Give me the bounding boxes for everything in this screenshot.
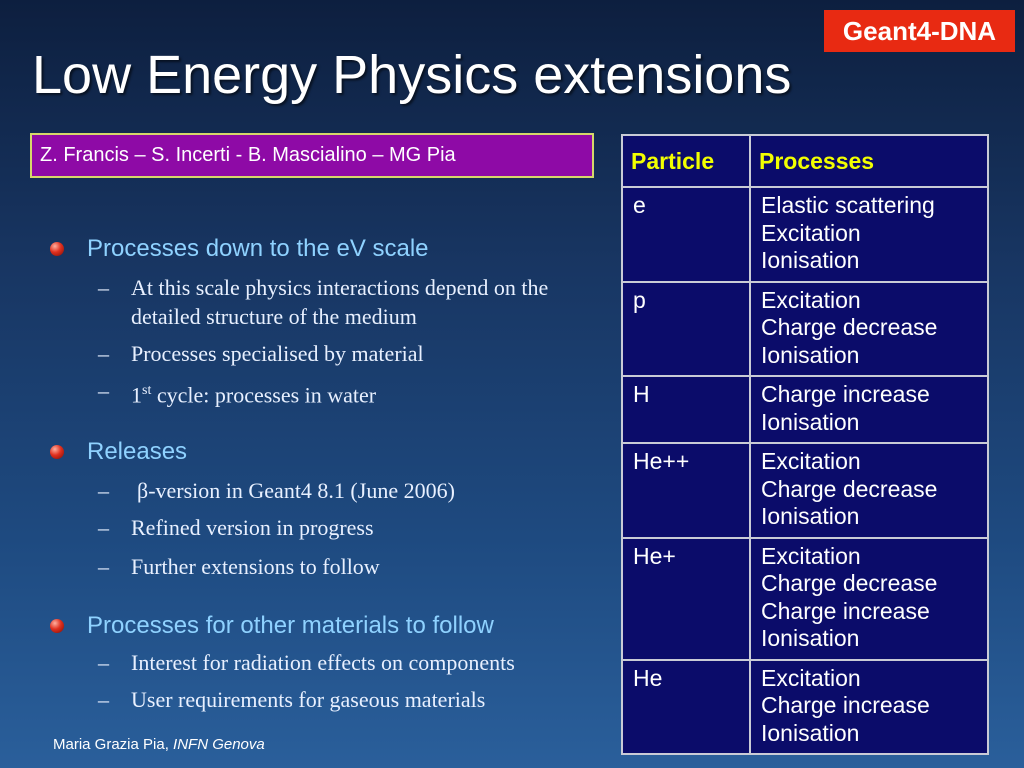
superscript: st	[142, 383, 152, 398]
sub-item: – At this scale physics interactions depe…	[50, 273, 605, 331]
footer-author: Maria Grazia Pia,	[53, 736, 174, 753]
particle-cell: He++	[621, 442, 751, 539]
processes-cell: Excitation Charge decrease Ionisation	[749, 280, 989, 377]
process-item: Charge decrease	[761, 570, 938, 596]
table-row: H Charge increase Ionisation	[621, 375, 989, 444]
dash-icon: –	[98, 554, 109, 579]
sub-item: – Processes specialised by material	[50, 339, 605, 368]
section-heading-text: Releases	[87, 438, 188, 465]
section-heading: Processes down to the eV scale	[50, 234, 605, 264]
sub-item-text: β-version in Geant4 8.1 (June 2006)	[137, 478, 455, 503]
table-row: He Excitation Charge increase Ionisation	[621, 658, 989, 755]
sub-item-text: User requirements for gaseous materials	[131, 687, 486, 712]
sub-list: – Interest for radiation effects on compo…	[50, 648, 605, 714]
section-heading-text: Processes for other materials to follow	[87, 612, 494, 639]
dash-icon: –	[98, 378, 109, 403]
process-item: Ionisation	[761, 247, 860, 273]
dash-icon: –	[98, 687, 109, 712]
process-item: Ionisation	[761, 719, 860, 746]
slide-title: Low Energy Physics extensions	[32, 45, 792, 105]
process-item: Charge decrease	[761, 314, 938, 340]
particle-cell: p	[621, 280, 751, 377]
process-item: Excitation	[761, 542, 861, 569]
dash-icon: –	[98, 275, 109, 300]
processes-cell: Elastic scattering Excitation Ionisation	[749, 186, 989, 283]
dash-icon: –	[98, 650, 109, 675]
sub-item-text-prefix: 1	[131, 382, 142, 408]
dash-icon: –	[98, 478, 109, 503]
table-header-row: Particle Processes	[621, 134, 989, 188]
section-heading: Releases	[50, 437, 605, 467]
processes-cell: Excitation Charge decrease Charge increa…	[749, 536, 989, 661]
dash-icon: –	[98, 515, 109, 540]
process-item: Ionisation	[761, 625, 860, 651]
sub-item-text: At this scale physics interactions depen…	[131, 275, 549, 329]
sub-item-text: Refined version in progress	[131, 515, 374, 540]
table-row: He++ Excitation Charge decrease Ionisati…	[621, 442, 989, 539]
table-row: e Elastic scattering Excitation Ionisati…	[621, 186, 989, 283]
process-item: Ionisation	[761, 503, 860, 529]
process-item: Charge increase	[761, 692, 930, 718]
sub-item: –1st cycle: processes in water	[50, 376, 605, 409]
section-other-materials: Processes for other materials to follow …	[50, 611, 605, 714]
processes-cell: Charge increase Ionisation	[749, 375, 989, 444]
process-item: Charge increase	[761, 381, 930, 407]
process-item: Charge decrease	[761, 475, 938, 502]
red-bullet-icon	[50, 619, 64, 633]
sub-item: – Further extensions to follow	[50, 552, 605, 581]
sub-item-text-rest: cycle: processes in water	[151, 382, 377, 408]
dash-icon: –	[98, 341, 109, 366]
section-heading-text: Processes down to the eV scale	[87, 235, 429, 262]
sub-item-text: Processes specialised by material	[131, 341, 424, 366]
particle-processes-table: Particle Processes e Elastic scattering …	[621, 134, 989, 755]
red-bullet-icon	[50, 242, 64, 256]
particle-cell: He+	[621, 536, 751, 661]
section-processes-ev-scale: Processes down to the eV scale – At this …	[50, 234, 605, 409]
slide-footer: Maria Grazia Pia, INFN Genova	[53, 736, 265, 753]
particle-cell: e	[621, 186, 751, 283]
process-item: Excitation	[761, 448, 861, 474]
processes-cell: Excitation Charge increase Ionisation	[749, 658, 989, 755]
process-item: Elastic scattering	[761, 192, 935, 218]
sub-item-text: Interest for radiation effects on compon…	[131, 650, 515, 675]
process-item: Ionisation	[761, 408, 860, 435]
processes-cell: Excitation Charge decrease Ionisation	[749, 442, 989, 539]
sub-item: – Refined version in progress	[50, 513, 605, 542]
process-item: Ionisation	[761, 341, 860, 368]
sub-list: – β-version in Geant4 8.1 (June 2006) – Re…	[50, 476, 605, 581]
authors-box: Z. Francis – S. Incerti - B. Mascialino …	[30, 133, 594, 178]
geant4-dna-badge: Geant4-DNA	[824, 10, 1015, 52]
section-heading: Processes for other materials to follow	[50, 611, 605, 641]
particle-cell: He	[621, 658, 751, 755]
table-row: He+ Excitation Charge decrease Charge in…	[621, 536, 989, 661]
red-bullet-icon	[50, 445, 64, 459]
sub-item: – Interest for radiation effects on compo…	[50, 648, 605, 677]
process-item: Excitation	[761, 219, 861, 246]
particle-cell: H	[621, 375, 751, 444]
sub-item: – β-version in Geant4 8.1 (June 2006)	[50, 476, 605, 505]
column-header-processes: Processes	[749, 134, 989, 188]
process-item: Charge increase	[761, 597, 930, 624]
section-releases: Releases – β-version in Geant4 8.1 (June …	[50, 437, 605, 581]
process-item: Excitation	[761, 664, 861, 691]
sub-item-text: Further extensions to follow	[131, 554, 380, 579]
sub-list: – At this scale physics interactions depe…	[50, 273, 605, 409]
table-row: p Excitation Charge decrease Ionisation	[621, 280, 989, 377]
sub-item: – User requirements for gaseous materials	[50, 685, 605, 714]
column-header-particle: Particle	[621, 134, 751, 188]
process-item: Excitation	[761, 286, 861, 313]
processes-table-container: Particle Processes e Elastic scattering …	[621, 134, 989, 755]
footer-institution: INFN Genova	[173, 736, 265, 753]
